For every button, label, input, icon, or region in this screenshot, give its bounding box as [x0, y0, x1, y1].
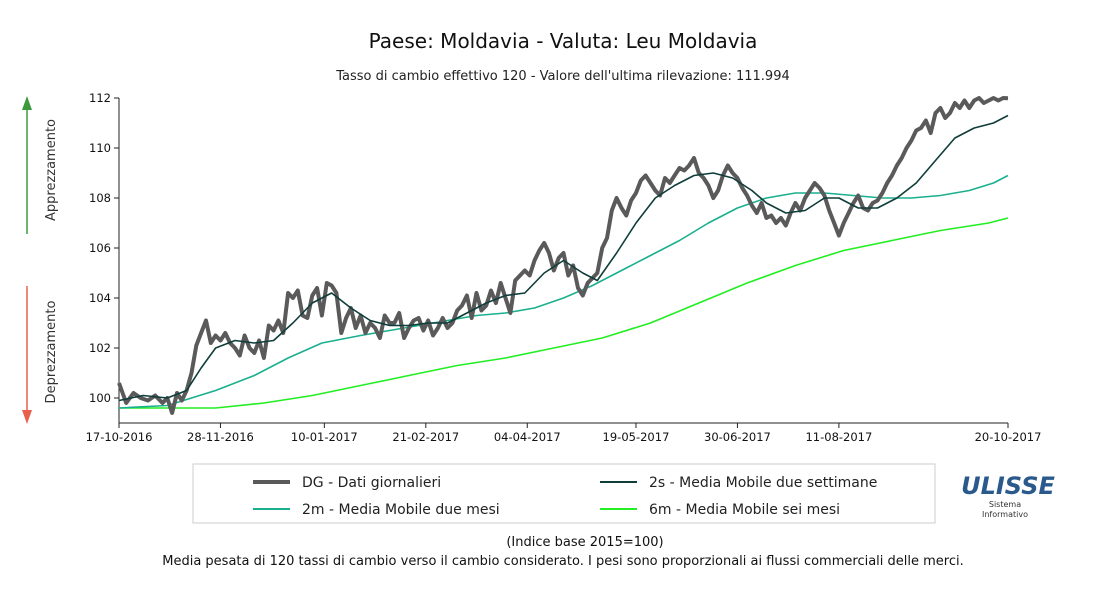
appreciation-label: Apprezzamento — [44, 119, 59, 221]
down-arrow-icon — [22, 410, 32, 424]
y-tick-label: 112 — [89, 91, 111, 105]
x-tick-label: 10-01-2017 — [291, 430, 358, 444]
series-line-6m — [119, 217, 1009, 409]
x-tick-label: 20-10-2017 — [975, 430, 1042, 444]
axes: 100 102 104 106 108 110 112 17-10-2016 28-11-20… — [86, 91, 1042, 444]
y-tick-label: 100 — [89, 391, 111, 405]
legend: DG - Dati giornalieri 2s - Media Mobile … — [192, 463, 936, 524]
footnote-base-index: (Indice base 2015=100) — [506, 535, 663, 550]
x-tick-label: 17-10-2016 — [86, 430, 153, 444]
legend-label-6m: 6m - Media Mobile sei mesi — [649, 502, 840, 518]
x-ticks: 17-10-2016 28-11-2016 10-01-2017 21-02-2017… — [86, 423, 1042, 444]
series-line-2s — [118, 114, 1009, 402]
appreciation-indicator: Apprezzamento — [22, 96, 59, 234]
legend-label-2m: 2m - Media Mobile due mesi — [302, 502, 500, 518]
x-tick-label: 11-08-2017 — [805, 430, 872, 444]
y-tick-label: 102 — [89, 341, 111, 355]
x-tick-label: 21-02-2017 — [392, 430, 459, 444]
series-line-dg — [117, 96, 1009, 415]
series-line-2m — [118, 174, 1009, 409]
x-tick-label: 30-06-2017 — [704, 430, 771, 444]
depreciation-label: Deprezzamento — [44, 301, 59, 404]
ulisse-logo: ULISSE Sistema Informativo — [961, 472, 1055, 519]
logo-wordmark: ULISSE — [961, 472, 1055, 500]
legend-box — [192, 463, 936, 524]
depreciation-indicator: Deprezzamento — [22, 286, 59, 424]
x-tick-label: 04-04-2017 — [494, 430, 561, 444]
logo-line-2: Informativo — [982, 510, 1028, 519]
logo-line-1: Sistema — [989, 500, 1021, 509]
y-tick-label: 106 — [89, 241, 111, 255]
legend-label-dg: DG - Dati giornalieri — [302, 475, 441, 491]
up-arrow-icon — [22, 96, 32, 110]
legend-label-2s: 2s - Media Mobile due settimane — [649, 475, 877, 491]
chart-title: Paese: Moldavia - Valuta: Leu Moldavia — [369, 29, 758, 53]
y-tick-label: 110 — [89, 141, 111, 155]
chart-subtitle: Tasso di cambio effettivo 120 - Valore d… — [335, 69, 790, 84]
y-tick-label: 104 — [89, 291, 111, 305]
footnote-description: Media pesata di 120 tassi di cambio vers… — [162, 554, 964, 569]
series-layer — [117, 96, 1009, 415]
x-tick-label: 19-05-2017 — [603, 430, 670, 444]
y-tick-label: 108 — [89, 191, 111, 205]
y-ticks: 100 102 104 106 108 110 112 — [89, 91, 119, 405]
x-tick-label: 28-11-2016 — [187, 430, 254, 444]
